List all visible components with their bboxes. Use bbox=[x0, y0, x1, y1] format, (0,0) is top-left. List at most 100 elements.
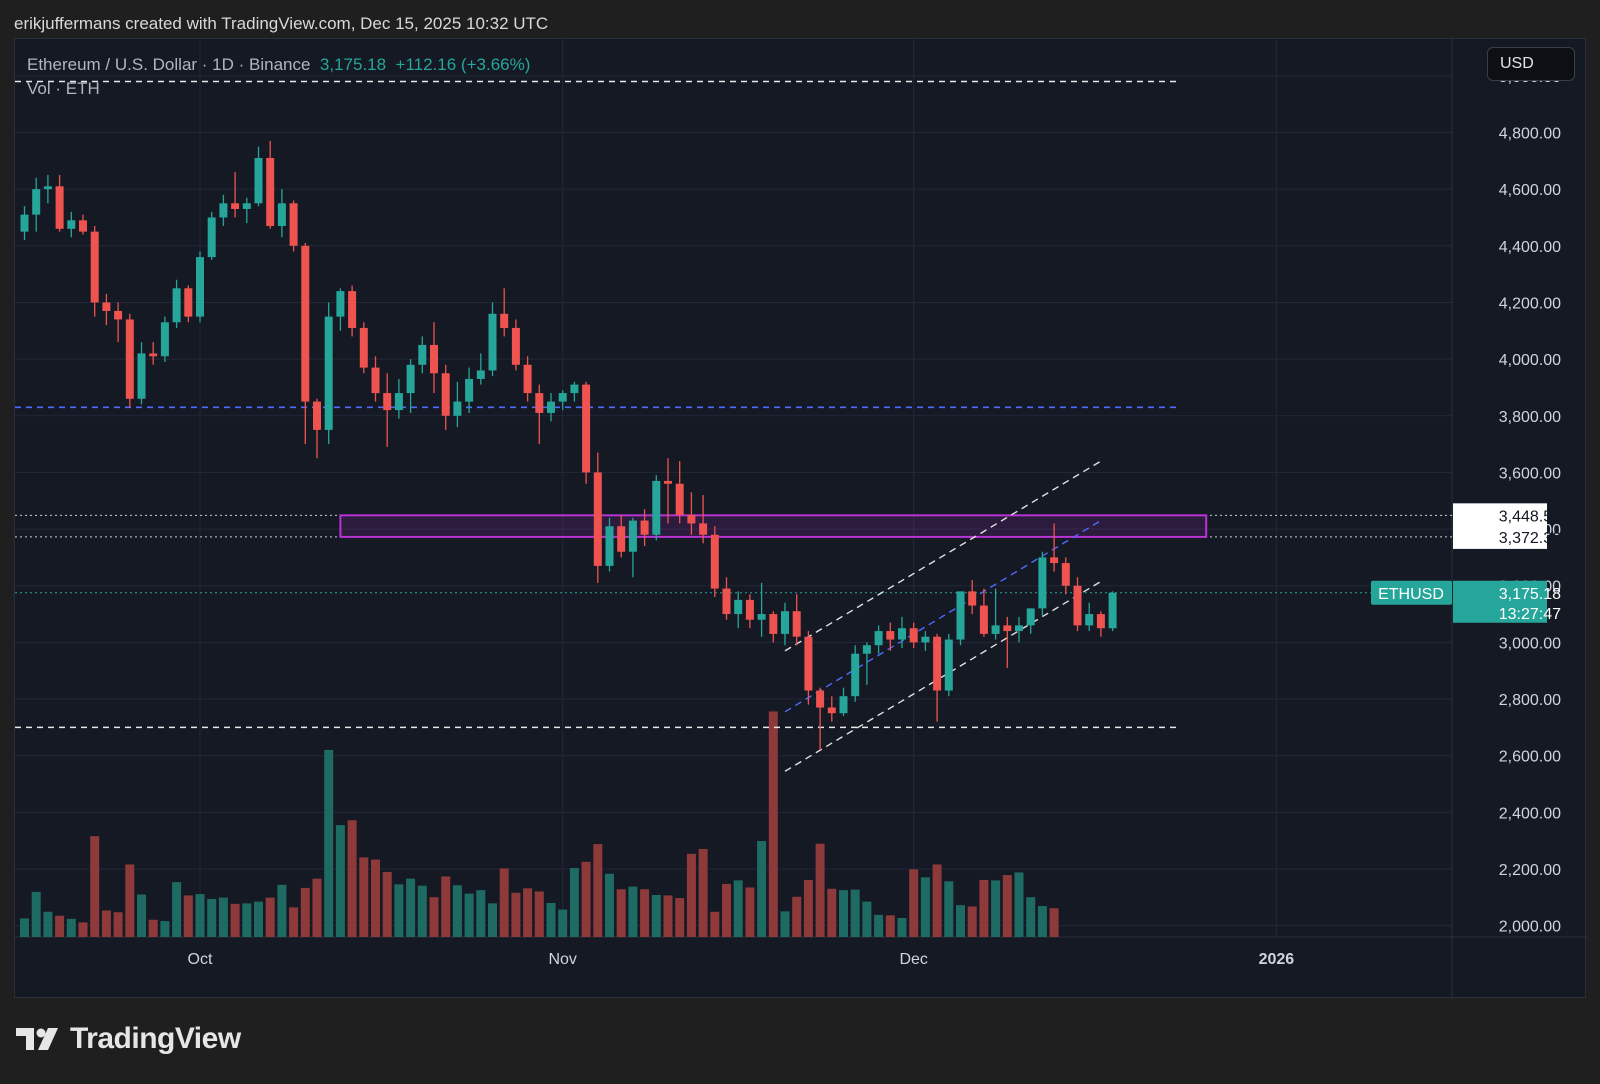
candle bbox=[909, 622, 918, 649]
candle-body bbox=[453, 401, 462, 416]
candle bbox=[1038, 551, 1047, 617]
candle-body bbox=[582, 384, 591, 473]
candle bbox=[605, 517, 614, 572]
currency-button[interactable]: USD bbox=[1487, 47, 1575, 81]
candle bbox=[1073, 577, 1082, 632]
candle bbox=[254, 146, 263, 207]
candle-body bbox=[418, 344, 427, 365]
volume-bar bbox=[172, 882, 182, 937]
candle bbox=[20, 206, 29, 241]
channel-line-middle bbox=[784, 519, 1102, 713]
candle-body bbox=[254, 157, 263, 204]
volume-bar bbox=[277, 884, 287, 937]
candlestick-chart[interactable]: 5,000.004,800.004,600.004,400.004,200.00… bbox=[15, 39, 1587, 999]
candle-body bbox=[617, 526, 626, 552]
candle bbox=[617, 514, 626, 558]
volume-bar bbox=[733, 880, 743, 937]
candle-body bbox=[371, 367, 380, 394]
candle bbox=[547, 393, 555, 422]
candle bbox=[55, 174, 64, 232]
candle-body bbox=[827, 707, 836, 714]
candle bbox=[277, 189, 286, 238]
candle bbox=[558, 390, 567, 411]
candle-body bbox=[196, 257, 204, 317]
volume-bar bbox=[417, 885, 427, 937]
candle-body bbox=[1050, 557, 1059, 564]
candle-body bbox=[722, 588, 731, 615]
candle-body bbox=[476, 370, 485, 379]
candle bbox=[781, 602, 789, 646]
y-tick-label: 2,400.00 bbox=[1499, 805, 1561, 822]
chart-panel[interactable]: 5,000.004,800.004,600.004,400.004,200.00… bbox=[14, 38, 1587, 999]
candle-body bbox=[1003, 625, 1012, 632]
volume-bar bbox=[686, 853, 696, 937]
candle bbox=[324, 302, 333, 445]
candle-body bbox=[687, 514, 696, 524]
volume-bar bbox=[43, 911, 53, 937]
volume-bar bbox=[546, 902, 556, 937]
candle bbox=[289, 200, 298, 252]
volume-bar bbox=[31, 891, 41, 937]
volume-bar bbox=[675, 898, 685, 937]
candle-body bbox=[874, 631, 883, 646]
y-tick-label: 4,200.00 bbox=[1499, 295, 1561, 312]
candle bbox=[523, 356, 532, 402]
candle-body bbox=[921, 636, 930, 643]
candle bbox=[628, 517, 637, 578]
volume-bar bbox=[698, 848, 708, 937]
candle bbox=[476, 353, 485, 385]
candle bbox=[313, 398, 321, 459]
volume-bar bbox=[558, 909, 568, 937]
candle bbox=[827, 696, 836, 722]
candle bbox=[874, 625, 883, 654]
candle bbox=[757, 582, 766, 637]
candle bbox=[137, 342, 146, 405]
volume-bar bbox=[909, 869, 919, 937]
volume-bar bbox=[874, 914, 884, 937]
volume-legend[interactable]: Vol · ETH bbox=[27, 79, 100, 98]
volume-bar bbox=[523, 888, 533, 937]
volume-bar bbox=[55, 915, 65, 937]
y-tick-label: 3,000.00 bbox=[1499, 635, 1561, 652]
candle-body bbox=[699, 523, 708, 535]
candle bbox=[816, 687, 825, 751]
y-tick-label: 3,800.00 bbox=[1499, 409, 1561, 426]
candle bbox=[301, 242, 310, 445]
y-tick-label: 4,600.00 bbox=[1499, 182, 1561, 199]
candle-body bbox=[277, 203, 286, 226]
volume-bar bbox=[768, 711, 778, 937]
symbol-title[interactable]: Ethereum / U.S. Dollar · 1D · Binance bbox=[27, 55, 311, 74]
volume-bar bbox=[289, 907, 299, 937]
volume-bar bbox=[335, 825, 345, 937]
candle bbox=[862, 642, 871, 685]
channel-line-upper bbox=[784, 460, 1102, 652]
candle bbox=[968, 580, 977, 615]
candle-body bbox=[430, 344, 438, 374]
volume-bar bbox=[628, 886, 638, 937]
volume-bar bbox=[979, 879, 989, 937]
candle bbox=[1015, 616, 1023, 643]
candle-body bbox=[20, 214, 29, 232]
candle bbox=[944, 633, 953, 697]
candle-body bbox=[664, 480, 672, 484]
candle bbox=[125, 313, 134, 408]
candle-body bbox=[968, 591, 977, 606]
volume-bar bbox=[452, 885, 462, 937]
volume-bar bbox=[464, 893, 474, 937]
volume-bar bbox=[815, 843, 825, 937]
candle-body bbox=[313, 401, 321, 430]
volume-bar bbox=[20, 918, 29, 937]
volume-bar bbox=[476, 890, 486, 937]
candle-body bbox=[757, 614, 766, 620]
volume-bar bbox=[663, 895, 673, 937]
candle-body bbox=[1038, 557, 1047, 609]
volume-bar bbox=[242, 903, 252, 937]
volume-bar bbox=[195, 894, 205, 937]
candle-body bbox=[933, 636, 942, 691]
candle bbox=[465, 367, 474, 413]
tradingview-logo[interactable]: TradingView bbox=[16, 1022, 241, 1056]
last-price-label: 3,175.18 bbox=[1499, 586, 1561, 603]
volume-bar bbox=[406, 878, 416, 937]
symbol-label: ETHUSD bbox=[1378, 586, 1444, 603]
volume-bar bbox=[640, 889, 650, 937]
